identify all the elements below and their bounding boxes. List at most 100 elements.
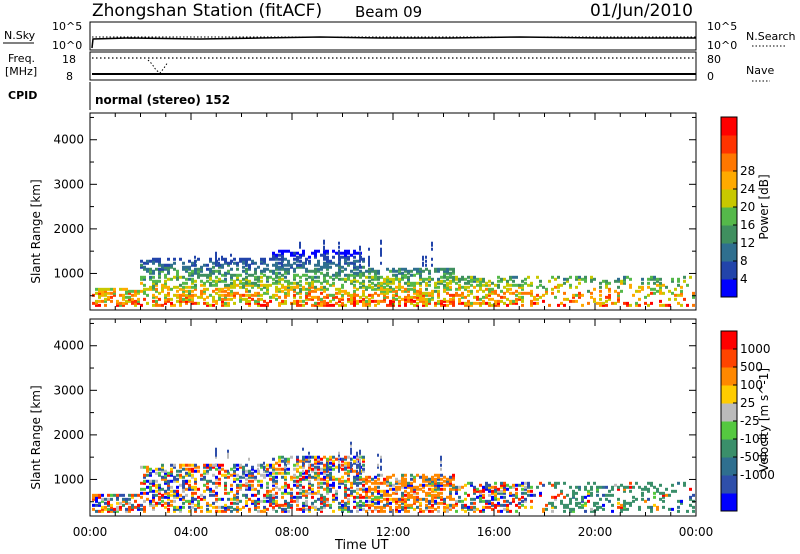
range-gate-cell: [224, 473, 227, 477]
range-gate-cell: [164, 479, 167, 483]
range-gate-cell: [110, 497, 113, 501]
range-gate-cell: [308, 259, 311, 263]
range-gate-cell: [383, 289, 386, 293]
range-gate-cell: [395, 501, 398, 505]
range-gate-cell: [470, 497, 473, 501]
range-gate-cell: [638, 485, 641, 489]
range-gate-cell: [689, 487, 692, 491]
range-gate-cell: [368, 475, 371, 479]
range-gate-cell: [347, 463, 350, 467]
range-gate-cell: [569, 497, 572, 501]
range-gate-cell: [152, 261, 155, 265]
range-gate-cell: [167, 495, 170, 499]
range-gate-cell: [404, 299, 407, 303]
range-gate-cell: [569, 499, 572, 503]
range-gate-cell: [185, 269, 188, 273]
range-gate-cell: [380, 247, 382, 251]
range-gate-cell: [383, 285, 386, 289]
range-gate-cell: [347, 297, 350, 301]
range-gate-cell: [305, 457, 308, 461]
range-gate-cell: [362, 483, 365, 487]
range-gate-cell: [284, 291, 287, 295]
range-gate-cell: [167, 271, 170, 275]
range-gate-cell: [482, 489, 485, 493]
range-gate-cell: [317, 275, 320, 279]
range-gate-cell: [305, 503, 308, 507]
range-gate-cell: [245, 271, 248, 275]
range-gate-cell: [278, 261, 281, 265]
range-gate-cell: [404, 505, 407, 509]
range-gate-cell: [230, 289, 233, 293]
range-gate-cell: [296, 469, 299, 473]
range-gate-cell: [662, 291, 665, 295]
range-gate-cell: [221, 509, 224, 513]
range-gate-cell: [530, 303, 533, 307]
range-gate-cell: [647, 487, 650, 491]
range-gate-cell: [419, 297, 422, 301]
range-gate-cell: [488, 283, 491, 287]
range-gate-cell: [275, 271, 278, 275]
range-gate-cell: [263, 303, 266, 307]
range-gate-cell: [422, 303, 425, 307]
range-gate-cell: [557, 283, 560, 287]
range-gate-cell: [203, 263, 206, 267]
range-gate-cell: [419, 295, 422, 299]
range-gate-cell: [158, 497, 161, 501]
range-gate-cell: [485, 505, 488, 509]
range-gate-cell: [437, 281, 440, 285]
range-gate-cell: [431, 263, 433, 267]
cpid-label: CPID: [8, 89, 37, 102]
range-gate-cell: [245, 493, 248, 497]
range-gate-cell: [338, 469, 340, 473]
range-gate-cell: [146, 467, 149, 471]
range-gate-cell: [440, 281, 443, 285]
range-gate-cell: [401, 485, 404, 489]
range-gate-cell: [251, 273, 254, 277]
freq-label-1: Freq.: [8, 52, 35, 65]
range-gate-cell: [263, 473, 266, 477]
range-gate-cell: [278, 301, 281, 305]
range-gate-cell: [119, 287, 122, 291]
range-gate-cell: [314, 285, 317, 289]
range-gate-cell: [293, 257, 296, 261]
range-gate-cell: [152, 303, 155, 307]
range-gate-cell: [446, 507, 449, 511]
range-gate-cell: [572, 299, 575, 303]
range-gate-cell: [431, 241, 433, 245]
range-gate-cell: [302, 447, 304, 451]
range-gate-cell: [305, 287, 308, 291]
range-gate-cell: [431, 247, 433, 251]
range-gate-cell: [329, 483, 332, 487]
range-gate-cell: [317, 287, 320, 291]
range-gate-cell: [152, 493, 155, 497]
range-gate-cell: [431, 503, 434, 507]
range-gate-cell: [605, 493, 608, 497]
range-gate-cell: [188, 505, 191, 509]
range-gate-cell: [323, 497, 326, 501]
range-gate-cell: [407, 497, 410, 501]
range-gate-cell: [233, 501, 236, 505]
range-gate-cell: [305, 475, 308, 479]
range-gate-cell: [296, 497, 299, 501]
range-gate-cell: [662, 283, 665, 287]
range-gate-cell: [275, 261, 278, 265]
range-gate-cell: [266, 467, 269, 471]
range-gate-cell: [218, 261, 220, 265]
range-gate-cell: [227, 491, 230, 495]
range-gate-cell: [437, 493, 440, 497]
range-gate-cell: [233, 273, 236, 277]
range-gate-cell: [530, 283, 533, 287]
range-gate-cell: [356, 459, 358, 463]
range-gate-cell: [194, 491, 197, 495]
range-gate-cell: [356, 457, 359, 461]
range-gate-cell: [437, 477, 440, 481]
range-gate-cell: [356, 487, 359, 491]
range-gate-cell: [506, 283, 509, 287]
range-gate-cell: [404, 287, 407, 291]
range-gate-cell: [257, 467, 259, 471]
range-gate-cell: [311, 489, 314, 493]
range-gate-cell: [626, 275, 629, 279]
range-gate-cell: [437, 277, 440, 281]
range-gate-cell: [401, 289, 404, 293]
range-gate-cell: [242, 281, 245, 285]
